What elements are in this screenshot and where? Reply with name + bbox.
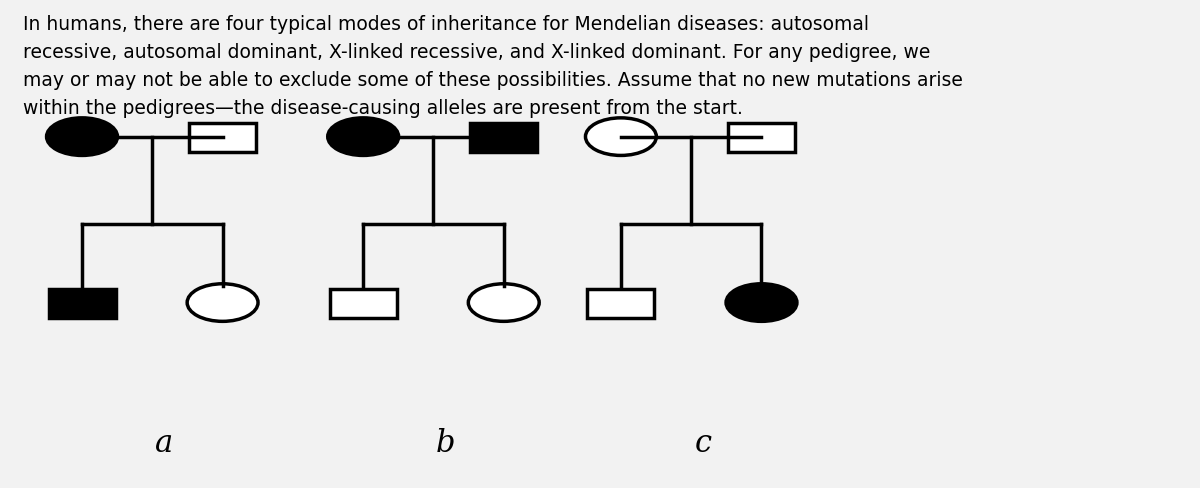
Text: b: b: [436, 427, 455, 459]
Text: a: a: [155, 427, 173, 459]
Bar: [330, 288, 397, 318]
Bar: [48, 288, 115, 318]
Bar: [588, 288, 654, 318]
Ellipse shape: [468, 284, 539, 322]
Text: In humans, there are four typical modes of inheritance for Mendelian diseases: a: In humans, there are four typical modes …: [24, 15, 964, 118]
Ellipse shape: [47, 118, 118, 155]
Text: c: c: [695, 427, 712, 459]
Ellipse shape: [187, 284, 258, 322]
Ellipse shape: [726, 284, 797, 322]
Bar: [470, 122, 538, 152]
Bar: [728, 122, 794, 152]
Bar: [190, 122, 256, 152]
Ellipse shape: [586, 118, 656, 155]
Ellipse shape: [328, 118, 398, 155]
